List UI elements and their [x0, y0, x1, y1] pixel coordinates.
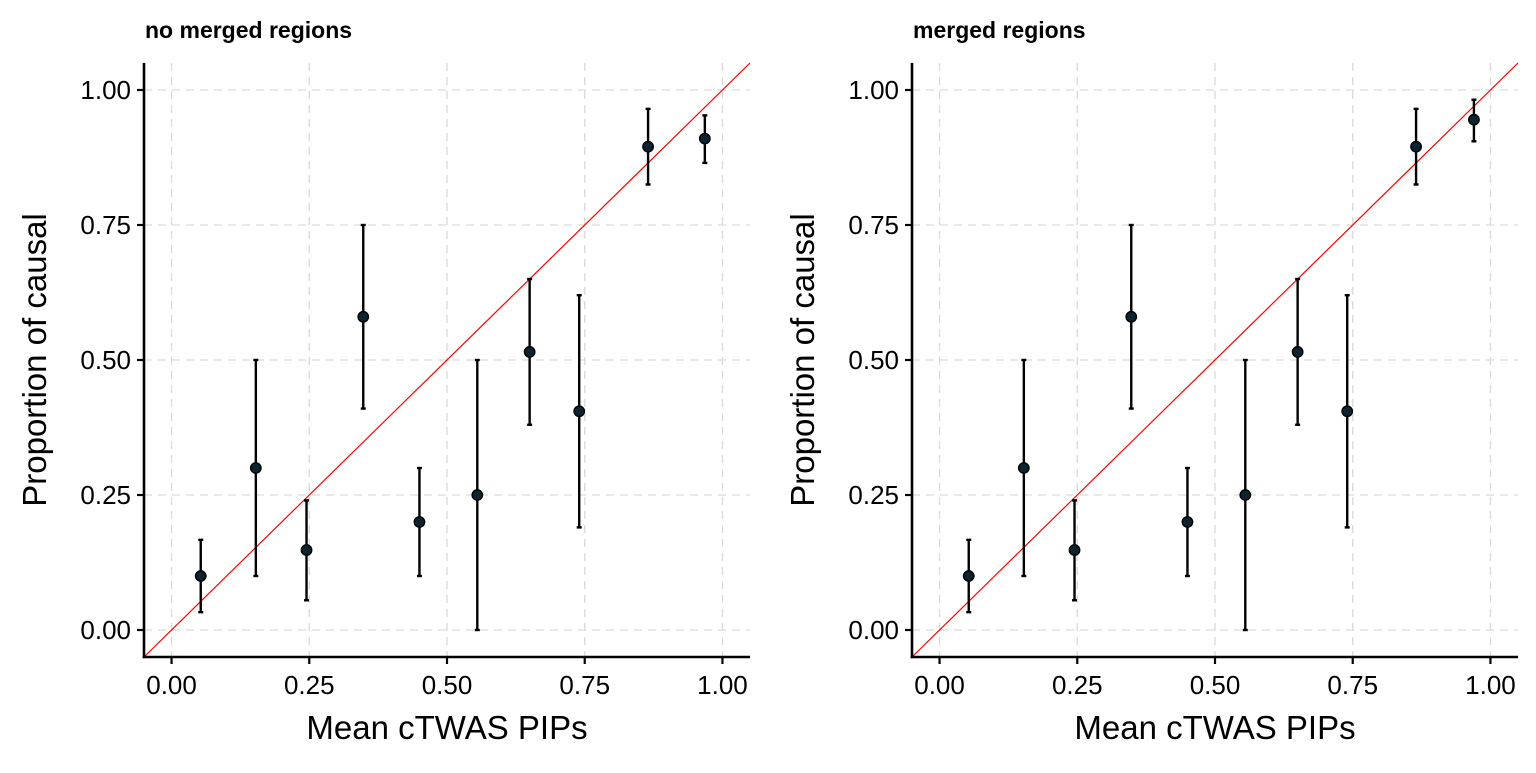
panel-2-x-tick-label-4: 1.00 — [1465, 670, 1516, 700]
panel-2-y-tick-label-0: 0.00 — [848, 615, 899, 645]
panel-1-x-tick-label-1: 0.25 — [284, 670, 335, 700]
panel-2-x-axis-title: Mean cTWAS PIPs — [1074, 709, 1355, 746]
panel-1-y-tick-label-4: 1.00 — [80, 75, 131, 105]
panel-2-y-tick-label-4: 1.00 — [848, 75, 899, 105]
panel-2-point-6 — [1291, 345, 1304, 358]
panel-1-point-1 — [249, 462, 262, 474]
panel-1-y-axis-title: Proportion of causal — [16, 213, 53, 507]
panel-2-x-tick-label-2: 0.50 — [1190, 670, 1241, 700]
panel-1-x-tick-label-0: 0.00 — [146, 670, 197, 700]
panel-2-point-7 — [1341, 405, 1354, 418]
panel-2-point-3 — [1125, 310, 1138, 323]
panel-1-y-tick-label-2: 0.50 — [80, 345, 131, 375]
panel-1-x-tick-label-4: 1.00 — [697, 670, 748, 700]
panel-1-x-axis-title: Mean cTWAS PIPs — [306, 709, 587, 746]
panel-2-point-5 — [1239, 489, 1252, 501]
panel-2-y-tick-label-1: 0.25 — [848, 480, 899, 510]
panel-1-x-tick-label-2: 0.50 — [422, 670, 473, 700]
panel-1-point-6 — [523, 345, 536, 358]
panel-1-x-tick-label-3: 0.75 — [559, 670, 610, 700]
panel-2-y-tick-label-3: 0.75 — [848, 210, 899, 240]
panel-2-point-4 — [1181, 516, 1194, 528]
panel-2-point-2 — [1068, 544, 1081, 556]
panel-2-point-0 — [962, 570, 975, 582]
panel-1-point-0 — [194, 570, 207, 582]
panel-1-y-tick-label-1: 0.25 — [80, 480, 131, 510]
panel-2-x-tick-label-1: 0.25 — [1052, 670, 1103, 700]
panel-1-point-2 — [300, 544, 313, 556]
panel-1-y-tick-label-0: 0.00 — [80, 615, 131, 645]
panel-1-point-7 — [573, 405, 586, 418]
panel-1-title: no merged regions — [145, 17, 352, 43]
panel-1-point-4 — [413, 516, 426, 528]
panel-2-point-1 — [1017, 462, 1030, 474]
panel-2-point-8 — [1410, 140, 1422, 153]
panel-2-title: merged regions — [913, 17, 1086, 43]
panel-2-x-tick-label-3: 0.75 — [1327, 670, 1378, 700]
panel-1-y-tick-label-3: 0.75 — [80, 210, 131, 240]
panel-1-point-3 — [357, 310, 370, 323]
panel-1-point-8 — [642, 140, 654, 153]
panel-2-x-tick-label-0: 0.00 — [914, 670, 965, 700]
panel-1-point-9 — [698, 132, 711, 145]
panel-1-point-5 — [471, 489, 484, 501]
panel-2-point-9 — [1468, 113, 1480, 126]
panel-2-y-tick-label-2: 0.50 — [848, 345, 899, 375]
panel-2-y-axis-title: Proportion of causal — [784, 213, 821, 507]
